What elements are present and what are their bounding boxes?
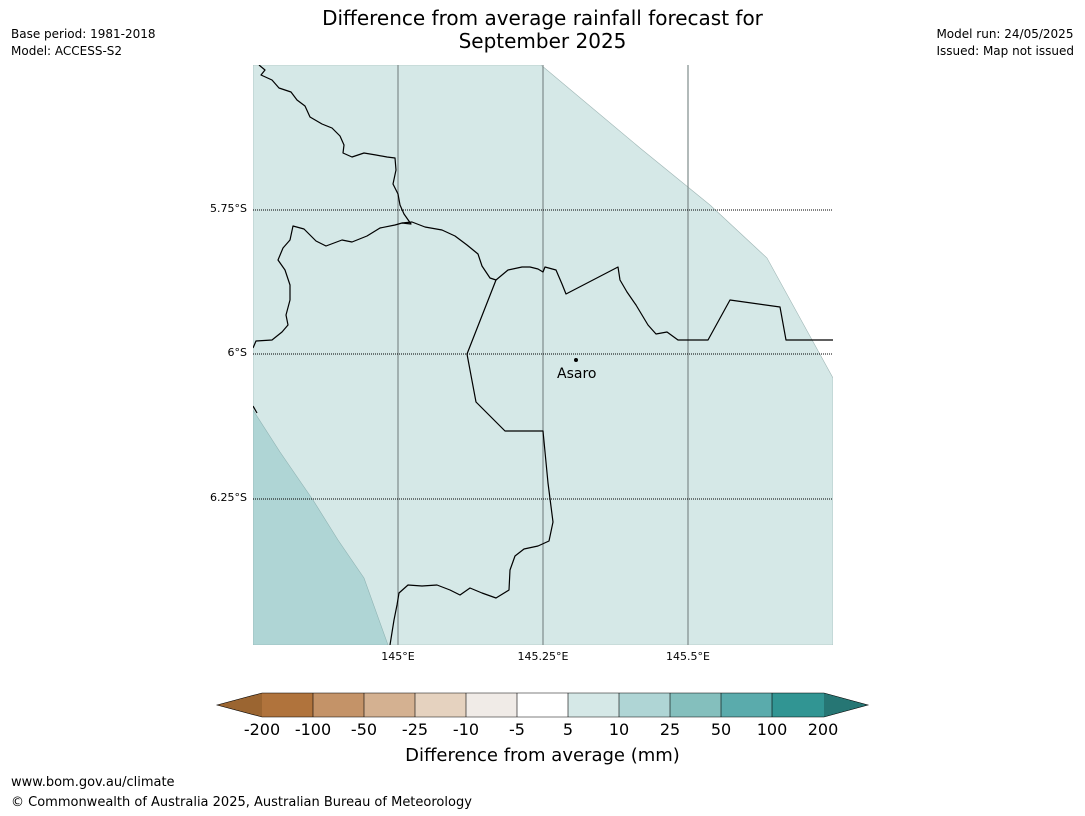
colorbar-low-extension [217,693,262,717]
model-name: Model: ACCESS-S2 [11,44,123,58]
colorbar-outline [215,692,870,718]
meta-left: Base period: 1981-2018 Model: ACCESS-S2 [11,26,156,60]
colorbar-tick: -100 [294,720,332,739]
colorbar-segment-5 [466,693,517,717]
colorbar-tick: 10 [608,720,630,739]
colorbar-title: Difference from average (mm) [405,745,680,766]
colorbar-tick: 200 [807,720,839,739]
lon-label-145: 145°E [381,650,415,663]
lat-label-5-75: 5.75°S [210,202,247,215]
colorbar-tick: -25 [401,720,429,739]
colorbar-tick: 25 [659,720,681,739]
colorbar-high-extension [824,693,868,717]
colorbar-tick: 5 [562,720,574,739]
colorbar-segment-11 [772,693,824,717]
model-run: Model run: 24/05/2025 [936,27,1074,41]
town-marker [574,358,578,362]
border-central [401,221,833,341]
title-line-1: Difference from average rainfall forecas… [322,6,763,30]
colorbar-segment-10 [721,693,772,717]
colorbar-segment-6 [517,693,568,717]
base-period: Base period: 1981-2018 [11,27,156,41]
lon-label-145-5: 145.5°E [666,650,710,663]
footer-copyright: © Commonwealth of Australia 2025, Austra… [11,795,472,810]
colorbar-tick: 100 [756,720,788,739]
colorbar-segment-7 [568,693,619,717]
colorbar-tick: -5 [509,720,525,739]
border-west-stub [253,405,258,414]
colorbar-segment-9 [670,693,721,717]
lon-label-145-25: 145.25°E [517,650,569,663]
colorbar-segment-2 [313,693,364,717]
border-northwest [253,65,412,349]
colorbar-tick: -50 [350,720,378,739]
map-title: Difference from average rainfall forecas… [0,7,1085,53]
title-line-2: September 2025 [458,29,627,53]
lat-label-6-25: 6.25°S [210,491,247,504]
town-label: Asaro [557,366,596,382]
border-south [389,279,554,645]
lat-label-6: 6°S [227,346,247,359]
colorbar-segment-3 [364,693,415,717]
rain-region-10-25 [253,409,389,645]
colorbar-tick: -200 [243,720,281,739]
colorbar-tick: 50 [710,720,732,739]
colorbar-segment-8 [619,693,670,717]
colorbar-segment-4 [415,693,466,717]
meta-right: Model run: 24/05/2025 Issued: Map not is… [936,26,1074,60]
colorbar-segment-1 [262,693,313,717]
issued-status: Issued: Map not issued [936,44,1074,58]
footer-url[interactable]: www.bom.gov.au/climate [11,775,175,790]
colorbar-tick: -10 [452,720,480,739]
